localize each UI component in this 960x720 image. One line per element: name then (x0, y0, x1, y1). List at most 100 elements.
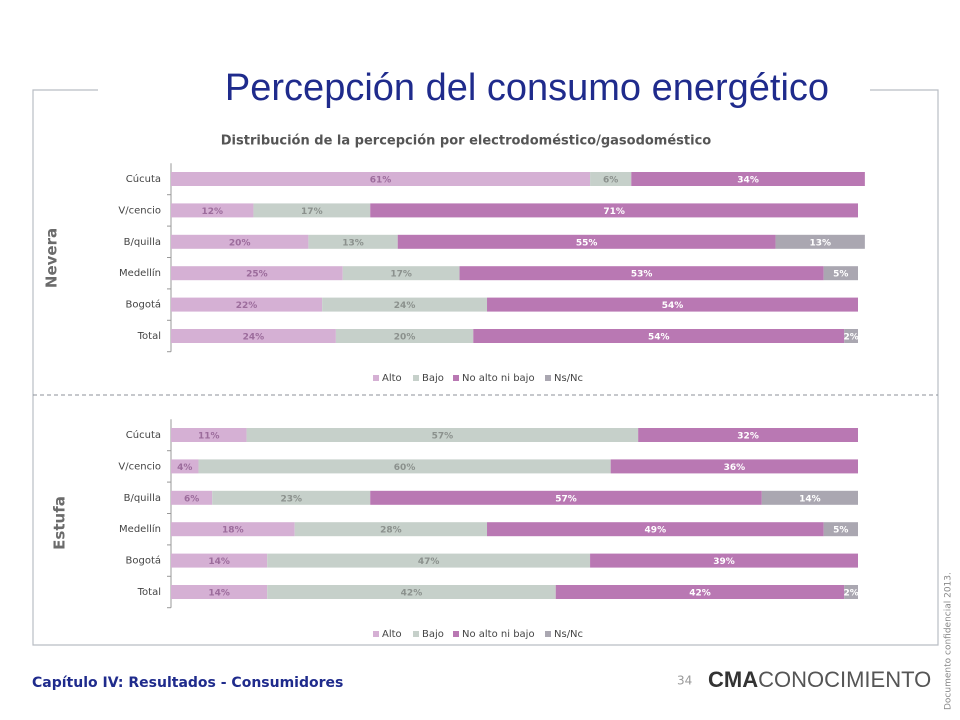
bar-segment (590, 172, 632, 186)
footer: Capítulo IV: Resultados - Consumidores (32, 675, 343, 691)
y-tick-label: Medellín (119, 523, 161, 535)
bar-segment (590, 553, 858, 568)
y-tick-label: Cúcuta (126, 429, 161, 441)
legend-swatch (453, 375, 459, 381)
bar-segment (171, 585, 268, 599)
data-label: 6% (184, 494, 199, 504)
legend-label: Bajo (422, 629, 444, 640)
bar-segment (171, 522, 295, 537)
data-label: 22% (236, 301, 258, 311)
data-label: 36% (724, 463, 746, 473)
bar-segment (335, 329, 474, 343)
legend-label: No alto ni bajo (462, 373, 535, 384)
bar-segment (473, 329, 845, 343)
data-label: 23% (280, 494, 302, 504)
data-label: 42% (689, 589, 711, 599)
bar-segment (171, 490, 213, 505)
data-label: 5% (833, 526, 848, 536)
slide-title: Percepción del consumo energético (225, 67, 829, 109)
data-label: 5% (833, 270, 848, 280)
data-label: 13% (342, 238, 364, 248)
chart-subtitle: Distribución de la percepción por electr… (221, 134, 712, 149)
legend-swatch (413, 631, 419, 637)
legend-swatch (373, 631, 379, 637)
data-label: 20% (394, 333, 416, 343)
bar-segment (823, 522, 858, 537)
y-tick-label: V/cencio (118, 461, 161, 472)
bar-segment (212, 490, 371, 505)
logo: CMACONOCIMIENTO (708, 667, 931, 692)
legend-label: Alto (382, 629, 402, 640)
section-label: Estufa (51, 496, 69, 550)
data-label: 2% (843, 589, 858, 599)
data-label: 24% (243, 333, 265, 343)
data-label: 28% (380, 526, 402, 536)
legend-label: Ns/Nc (554, 629, 583, 640)
data-label: 47% (418, 557, 440, 567)
bar-segment (610, 459, 858, 474)
bar-segment (171, 172, 591, 186)
bar-segment (171, 297, 323, 312)
bar-segment (370, 490, 762, 505)
bar-segment (823, 266, 858, 281)
legend-label: Alto (382, 373, 402, 384)
data-label: 60% (394, 463, 416, 473)
bar-segment (555, 585, 845, 599)
bar-segment (370, 203, 858, 218)
legend-swatch (453, 631, 459, 637)
y-tick-label: Bogotá (126, 299, 162, 311)
bar-segment (267, 553, 591, 568)
data-label: 57% (432, 432, 454, 442)
bar-segment (294, 522, 488, 537)
bar-segment (171, 428, 247, 442)
data-label: 54% (648, 333, 670, 343)
data-label: 13% (809, 238, 831, 248)
bar-segment (844, 585, 858, 599)
bar-segment (171, 203, 254, 218)
data-label: 17% (390, 270, 412, 280)
data-label: 34% (737, 176, 759, 186)
bar-segment (246, 428, 639, 442)
data-label: 55% (576, 238, 598, 248)
legend-label: No alto ni bajo (462, 629, 535, 640)
bar-segment (308, 234, 398, 249)
bar-segment (844, 329, 858, 343)
bar-segment (171, 234, 309, 249)
data-label: 18% (222, 526, 244, 536)
bar-segment (487, 297, 858, 312)
side-note: Documento confidencial 2013. (944, 572, 954, 710)
legend-swatch (545, 375, 551, 381)
data-label: 71% (603, 207, 625, 217)
y-tick-label: B/quilla (124, 493, 161, 504)
page-number: 34 (677, 674, 692, 688)
data-label: 53% (631, 270, 653, 280)
bar-segment (342, 266, 460, 281)
bar-segment (761, 490, 858, 505)
data-label: 2% (843, 333, 858, 343)
legend-swatch (413, 375, 419, 381)
y-tick-label: Bogotá (126, 555, 162, 567)
bar-segment (171, 553, 268, 568)
data-label: 57% (555, 494, 577, 504)
data-label: 54% (662, 301, 684, 311)
bar-segment (171, 459, 199, 474)
y-tick-label: V/cencio (118, 205, 161, 216)
y-tick-label: Medellín (119, 267, 161, 279)
data-label: 14% (208, 589, 230, 599)
data-label: 14% (799, 494, 821, 504)
data-label: 61% (370, 176, 392, 186)
y-tick-label: Total (137, 587, 161, 598)
bar-segment (267, 585, 556, 599)
legend-label: Bajo (422, 373, 444, 384)
data-label: 20% (229, 238, 251, 248)
logo-light: CONOCIMIENTO (758, 667, 931, 692)
bar-segment (397, 234, 776, 249)
data-label: 12% (201, 207, 223, 217)
bar-segment (198, 459, 611, 474)
data-label: 49% (645, 526, 667, 536)
data-label: 17% (301, 207, 323, 217)
data-label: 32% (737, 432, 759, 442)
bar-segment (638, 428, 858, 442)
data-label: 4% (177, 463, 192, 473)
